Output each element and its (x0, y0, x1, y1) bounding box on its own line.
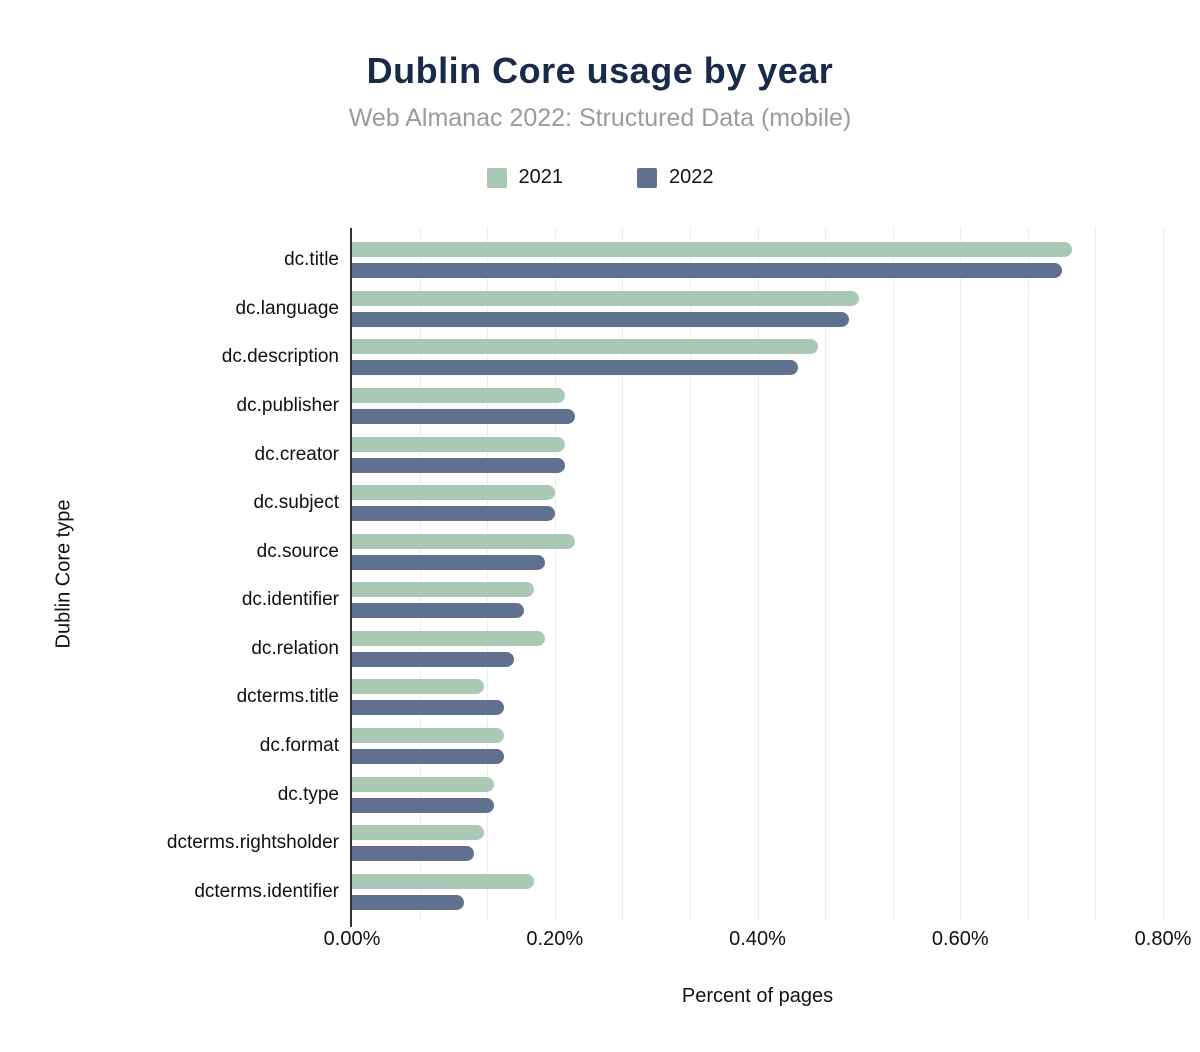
chart-row-dc.description: dc.description (222, 333, 1163, 382)
bar-2022-dc.language (352, 311, 849, 327)
legend-item-2021: 2021 (486, 166, 564, 189)
bar-2021-dc.subject (352, 485, 555, 501)
chart-row-dc.type: dc.type (278, 770, 1163, 819)
gridline (1027, 228, 1029, 920)
chart-row-dc.publisher: dc.publisher (237, 382, 1163, 431)
category-label-dc.source: dc.source (256, 540, 339, 562)
x-axis-title: Percent of pages (681, 985, 834, 1007)
bar-2022-dc.creator (352, 457, 565, 473)
x-tick-label: 0.00% (323, 928, 381, 950)
bar-2022-dc.format (352, 749, 505, 765)
chart-row-dcterms.rightsholder: dcterms.rightsholder (167, 819, 1163, 868)
bar-2022-dc.type (352, 797, 494, 813)
y-axis-title: Dublin Core type (52, 499, 75, 649)
gridline (892, 228, 894, 920)
category-label-dc.subject: dc.subject (253, 492, 339, 514)
chart-row-dc.source: dc.source (257, 527, 1163, 576)
bar-2021-dc.format (352, 728, 505, 744)
category-label-dc.description: dc.description (221, 346, 339, 368)
gridline (554, 228, 556, 920)
chart-row-dc.subject: dc.subject (253, 479, 1163, 528)
chart-row-dc.format: dc.format (260, 722, 1163, 771)
bar-2022-dc.source (352, 554, 545, 570)
bar-2022-dc.subject (352, 506, 555, 522)
category-label-dc.relation: dc.relation (251, 637, 339, 659)
x-tick-label: 0.60% (931, 928, 989, 950)
bar-2021-dc.publisher (352, 388, 565, 404)
legend-item-2022: 2022 (637, 166, 714, 189)
bar-2022-dcterms.identifier (352, 894, 464, 910)
category-label-dc.language: dc.language (235, 297, 339, 319)
category-label-dc.type: dc.type (277, 783, 339, 805)
gridline (1095, 228, 1097, 920)
bar-2021-dc.source (352, 533, 576, 549)
gridline (757, 228, 759, 920)
category-label-dcterms.title: dcterms.title (236, 686, 339, 708)
category-label-dc.creator: dc.creator (254, 443, 339, 465)
bar-2022-dcterms.rightsholder (352, 846, 474, 862)
bar-2022-dc.title (352, 263, 1062, 279)
gridline (689, 228, 691, 920)
bar-2021-dc.description (352, 339, 819, 355)
legend-label-2021: 2021 (518, 166, 564, 188)
chart-row-dc.identifier: dc.identifier (242, 576, 1163, 625)
gridline (960, 228, 962, 920)
bar-2021-dc.language (352, 290, 859, 306)
gridline (487, 228, 489, 920)
gridline (1163, 228, 1164, 920)
chart-row-dcterms.identifier: dcterms.identifier (194, 868, 1163, 917)
bar-2022-dc.publisher (352, 409, 576, 425)
bar-2021-dc.identifier (352, 582, 535, 598)
bar-2022-dc.identifier (352, 603, 525, 619)
bar-2022-dcterms.title (352, 700, 505, 716)
bar-2021-dcterms.rightsholder (352, 825, 484, 841)
chart-row-dc.language: dc.language (235, 285, 1163, 334)
y-axis-line (350, 228, 352, 927)
chart-row-dc.relation: dc.relation (251, 625, 1163, 674)
x-tick-label: 0.40% (729, 928, 786, 950)
x-axis-ticks: 0.00% 0.20% 0.40% 0.60% 0.80% (324, 928, 1192, 954)
legend-label-2022: 2022 (669, 166, 714, 188)
bar-2022-dc.description (352, 360, 799, 376)
x-tick-label: 0.80% (1134, 928, 1192, 950)
legend-swatch-2021 (486, 167, 507, 188)
bar-2021-dcterms.identifier (352, 873, 535, 889)
gridline (622, 228, 624, 920)
chart-row-dcterms.title: dcterms.title (237, 673, 1163, 722)
bar-2022-dc.relation (352, 651, 515, 667)
legend-swatch-2022 (637, 167, 657, 188)
chart-row-dc.creator: dc.creator (255, 430, 1163, 479)
bar-2021-dcterms.title (352, 679, 484, 695)
category-label-dc.publisher: dc.publisher (236, 395, 339, 417)
gridline (419, 228, 421, 920)
category-label-dc.identifier: dc.identifier (241, 589, 339, 611)
bar-2021-dc.title (352, 242, 1072, 258)
legend: 2021 2022 (0, 166, 1200, 189)
gridline (825, 228, 827, 920)
plot-area: dc.title dc.language dc.description dc.publ… (167, 228, 1164, 927)
chart-row-dc.title: dc.title (284, 236, 1163, 285)
x-tick-label: 0.20% (526, 928, 584, 950)
bar-2021-dc.relation (352, 630, 545, 646)
chart-title: Dublin Core usage by year (366, 50, 834, 91)
bar-rows: dc.title dc.language dc.description dc.publ… (167, 236, 1163, 917)
chart-subtitle: Web Almanac 2022: Structured Data (mobil… (348, 104, 852, 132)
category-label-dcterms.rightsholder: dcterms.rightsholder (166, 832, 339, 854)
category-label-dc.format: dc.format (259, 735, 339, 757)
category-label-dc.title: dc.title (284, 249, 339, 271)
category-label-dcterms.identifier: dcterms.identifier (194, 880, 339, 902)
bar-2021-dc.type (352, 776, 494, 792)
bar-2021-dc.creator (352, 436, 565, 452)
